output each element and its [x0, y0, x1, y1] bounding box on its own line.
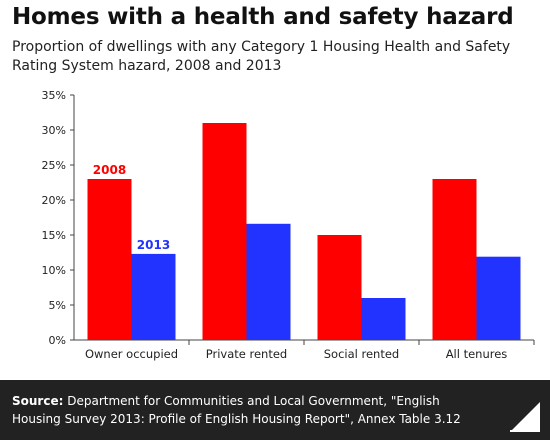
y-tick-label: 10% — [42, 264, 66, 277]
chart-labels: 2008 2013 — [93, 163, 170, 252]
y-tick-label: 30% — [42, 124, 66, 137]
y-tick-label: 15% — [42, 229, 66, 242]
chart-axes: 0% 5% 10% 15% 20% 25% 30% 35% Owner occupied Priv… — [42, 89, 535, 361]
bar-2008-3 — [432, 179, 477, 340]
y-tick-label: 35% — [42, 89, 66, 102]
chart-bars — [87, 123, 521, 340]
bar-2008-2 — [317, 235, 362, 340]
source-text: Department for Communities and Local Gov… — [12, 394, 461, 426]
bar-2013-0 — [131, 253, 176, 340]
chart-subtitle: Proportion of dwellings with any Categor… — [12, 39, 511, 74]
x-tick-label: Social rented — [324, 347, 399, 361]
y-tick-label: 25% — [42, 159, 66, 172]
x-tick-label: All tenures — [446, 347, 508, 361]
source-footer: Source: Department for Communities and L… — [0, 380, 550, 440]
source-label: Source: — [12, 394, 64, 408]
bar-chart: 0% 5% 10% 15% 20% 25% 30% 35% Owner occupied Priv… — [42, 89, 535, 361]
source-note: Source: Department for Communities and L… — [12, 392, 482, 428]
bar-2013-2 — [361, 298, 406, 340]
bar-2008-0 — [87, 179, 132, 340]
y-tick-label: 5% — [49, 299, 66, 312]
x-tick-label: Private rented — [206, 347, 287, 361]
bar-2013-3 — [476, 256, 521, 340]
y-tick-label: 20% — [42, 194, 66, 207]
series-label-2008: 2008 — [93, 163, 126, 177]
bar-2013-1 — [246, 223, 291, 340]
x-tick-label: Owner occupied — [85, 347, 178, 361]
chart-title: Homes with a health and safety hazard — [12, 4, 514, 30]
series-label-2013: 2013 — [137, 238, 170, 252]
y-tick-label: 0% — [49, 334, 66, 347]
full-fact-logo — [510, 402, 540, 432]
bar-2008-1 — [202, 123, 247, 340]
